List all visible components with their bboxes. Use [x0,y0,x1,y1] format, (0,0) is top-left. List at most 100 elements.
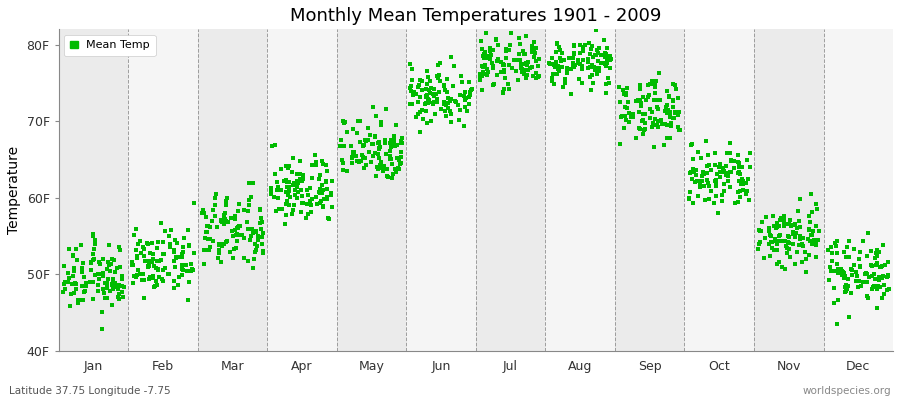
Point [515,66,529,72]
Point [648,82,662,88]
Point [474,87,489,94]
Point [551,65,565,72]
Point [648,116,662,123]
Point [220,238,234,245]
Point [64,280,78,287]
Point [440,89,454,96]
Point [68,265,82,271]
Point [700,152,715,158]
Point [875,275,889,281]
Point [544,78,559,84]
Point [359,138,374,144]
Point [670,95,685,101]
Point [732,164,746,170]
Point [850,269,864,275]
Point [762,253,777,259]
Point [724,157,738,163]
Point [472,74,487,80]
Point [865,272,879,279]
Point [739,180,753,186]
Point [93,259,107,265]
Point [108,269,122,275]
Point [704,167,718,173]
Point [99,283,113,290]
Point [877,281,891,288]
Point [140,263,155,270]
Point [314,198,328,205]
Point [319,178,333,184]
Point [833,267,848,273]
Point [424,84,438,91]
Point [116,294,130,300]
Bar [545,29,615,351]
Point [403,85,418,92]
Point [167,246,182,253]
Point [319,178,333,185]
Point [427,99,441,105]
Point [732,189,746,195]
Point [528,45,543,52]
Point [444,54,458,60]
Point [518,51,532,58]
Point [713,160,727,167]
Point [545,71,560,77]
Point [312,172,327,178]
Point [409,114,423,120]
Point [809,201,824,207]
Point [626,112,640,119]
Point [585,72,599,78]
Point [561,70,575,76]
Point [769,238,783,244]
Point [781,240,796,246]
Point [803,219,817,225]
Point [803,238,817,244]
Point [661,107,675,113]
Bar [685,29,754,351]
Point [566,60,580,66]
Point [626,111,640,117]
Point [436,83,451,89]
Point [394,160,409,166]
Point [873,264,887,270]
Point [221,219,236,225]
Point [770,224,784,230]
Point [520,72,535,78]
Point [361,137,375,143]
Point [274,187,289,193]
Bar [198,29,267,351]
Point [357,136,372,143]
Point [271,184,285,190]
Point [241,180,256,186]
Point [842,254,856,260]
Point [320,196,335,202]
Point [581,40,596,46]
Point [270,186,284,193]
Point [842,314,856,320]
Point [443,98,457,104]
Point [666,96,680,103]
Point [660,88,674,95]
Point [716,198,730,204]
Point [688,166,703,173]
Point [395,140,410,146]
Point [274,206,289,212]
Point [638,126,652,132]
Point [773,232,788,238]
Point [415,78,429,84]
Point [721,173,735,179]
Point [422,90,436,96]
Point [208,190,222,197]
Point [146,275,160,281]
Point [371,165,385,172]
Point [167,284,182,291]
Point [841,283,855,289]
Point [443,108,457,114]
Point [735,178,750,184]
Point [483,56,498,62]
Point [463,90,477,97]
Point [564,91,579,97]
Point [126,280,140,286]
Point [500,81,515,88]
Point [61,246,76,252]
Point [566,50,580,56]
